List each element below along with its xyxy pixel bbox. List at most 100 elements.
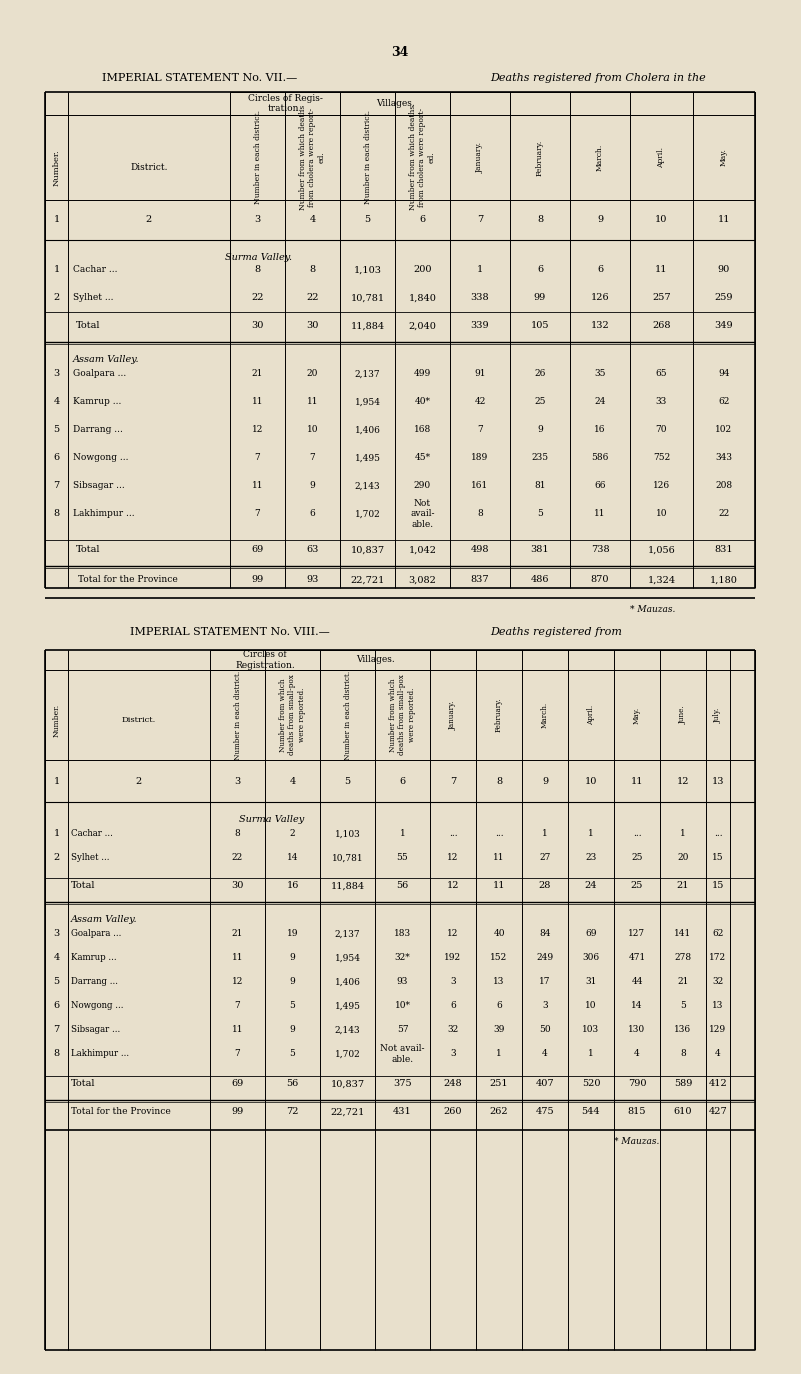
Text: 55: 55	[396, 853, 409, 863]
Text: 11: 11	[655, 265, 668, 275]
Text: 1,406: 1,406	[355, 426, 380, 434]
Text: IMPERIAL STATEMENT No. VII.—: IMPERIAL STATEMENT No. VII.—	[103, 73, 298, 82]
Text: 12: 12	[252, 426, 264, 434]
Text: 56: 56	[287, 1080, 299, 1088]
Text: 93: 93	[306, 576, 319, 584]
Text: 7: 7	[54, 481, 59, 491]
Text: 11: 11	[231, 954, 244, 963]
Text: 200: 200	[413, 265, 432, 275]
Text: Darrang ...: Darrang ...	[71, 977, 118, 987]
Text: 9: 9	[290, 954, 296, 963]
Text: 5: 5	[290, 1050, 296, 1058]
Text: 168: 168	[414, 426, 431, 434]
Text: 22: 22	[718, 510, 730, 518]
Text: Deaths registered from: Deaths registered from	[490, 627, 622, 638]
Text: 8: 8	[537, 216, 543, 224]
Text: 815: 815	[628, 1107, 646, 1117]
Text: 498: 498	[471, 545, 489, 555]
Text: 1,056: 1,056	[648, 545, 675, 555]
Text: 1: 1	[54, 776, 59, 786]
Text: 10*: 10*	[395, 1002, 410, 1010]
Text: 1,042: 1,042	[409, 545, 437, 555]
Text: Sylhet ...: Sylhet ...	[71, 853, 110, 863]
Text: 11,884: 11,884	[331, 882, 364, 890]
Text: 102: 102	[715, 426, 733, 434]
Text: April.: April.	[658, 147, 666, 168]
Text: 1: 1	[477, 265, 483, 275]
Text: Total: Total	[76, 545, 100, 555]
Text: 260: 260	[444, 1107, 462, 1117]
Text: 130: 130	[629, 1025, 646, 1035]
Text: 248: 248	[444, 1080, 462, 1088]
Text: 9: 9	[542, 776, 548, 786]
Text: IMPERIAL STATEMENT No. VIII.—: IMPERIAL STATEMENT No. VIII.—	[130, 627, 330, 638]
Text: 1,324: 1,324	[647, 576, 675, 584]
Text: 62: 62	[712, 929, 723, 938]
Text: 8: 8	[54, 1050, 59, 1058]
Text: 1,702: 1,702	[355, 510, 380, 518]
Text: 343: 343	[715, 453, 732, 463]
Text: 6: 6	[54, 453, 59, 463]
Text: Goalpara ...: Goalpara ...	[71, 929, 122, 938]
Text: 28: 28	[539, 882, 551, 890]
Text: 57: 57	[396, 1025, 409, 1035]
Text: 11: 11	[307, 397, 318, 407]
Text: 21: 21	[678, 977, 689, 987]
Text: 1,495: 1,495	[335, 1002, 360, 1010]
Text: Number from which
deaths from small-pox
were reported.: Number from which deaths from small-pox …	[280, 675, 306, 756]
Text: Number in each district.: Number in each district.	[364, 110, 372, 205]
Text: Cachar ...: Cachar ...	[71, 830, 113, 838]
Text: 870: 870	[591, 576, 610, 584]
Text: 5: 5	[290, 1002, 296, 1010]
Text: Number from which deaths
from cholera were report-
ed.: Number from which deaths from cholera we…	[300, 104, 326, 210]
Text: May.: May.	[633, 706, 641, 724]
Text: Villages.: Villages.	[356, 655, 394, 665]
Text: 9: 9	[537, 426, 543, 434]
Text: 349: 349	[714, 322, 733, 331]
Text: January.: January.	[449, 701, 457, 730]
Text: 14: 14	[631, 1002, 642, 1010]
Text: Sibsagar ...: Sibsagar ...	[73, 481, 125, 491]
Text: 1,180: 1,180	[710, 576, 738, 584]
Text: 32*: 32*	[395, 954, 410, 963]
Text: Number in each district.: Number in each district.	[344, 671, 352, 760]
Text: 2: 2	[146, 216, 152, 224]
Text: 39: 39	[493, 1025, 505, 1035]
Text: 8: 8	[477, 510, 483, 518]
Text: 1,495: 1,495	[355, 453, 380, 463]
Text: Circles of Regis-
tration.: Circles of Regis- tration.	[248, 93, 323, 113]
Text: 2,143: 2,143	[355, 481, 380, 491]
Text: 15: 15	[712, 882, 724, 890]
Text: 9: 9	[597, 216, 603, 224]
Text: 12: 12	[677, 776, 689, 786]
Text: 1: 1	[542, 830, 548, 838]
Text: 1: 1	[400, 830, 405, 838]
Text: 8: 8	[255, 265, 260, 275]
Text: 99: 99	[231, 1107, 244, 1117]
Text: 259: 259	[714, 294, 733, 302]
Text: 1: 1	[54, 216, 59, 224]
Text: May.: May.	[720, 148, 728, 166]
Text: 257: 257	[652, 294, 670, 302]
Text: 10,837: 10,837	[351, 545, 384, 555]
Text: 45*: 45*	[414, 453, 431, 463]
Text: 99: 99	[252, 576, 264, 584]
Text: July.: July.	[714, 708, 722, 723]
Text: 40*: 40*	[414, 397, 430, 407]
Text: 499: 499	[414, 370, 431, 378]
Text: 7: 7	[477, 216, 483, 224]
Text: 7: 7	[235, 1002, 240, 1010]
Text: ...: ...	[449, 830, 457, 838]
Text: 11: 11	[252, 397, 264, 407]
Text: 13: 13	[712, 776, 724, 786]
Text: Deaths registered from Cholera in the: Deaths registered from Cholera in the	[490, 73, 706, 82]
Text: 10: 10	[585, 776, 598, 786]
Text: 1: 1	[588, 1050, 594, 1058]
Text: District.: District.	[131, 164, 167, 172]
Text: 5: 5	[54, 977, 59, 987]
Text: 407: 407	[536, 1080, 554, 1088]
Text: 375: 375	[393, 1080, 412, 1088]
Text: 183: 183	[394, 929, 411, 938]
Text: 486: 486	[531, 576, 549, 584]
Text: 1,954: 1,954	[335, 954, 360, 963]
